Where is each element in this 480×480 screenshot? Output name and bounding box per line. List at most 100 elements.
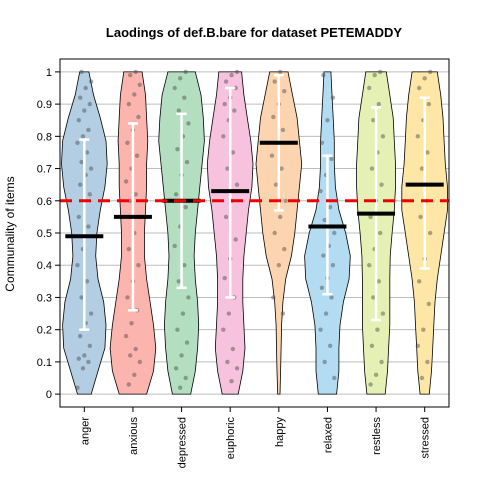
data-point bbox=[380, 311, 386, 316]
data-point bbox=[184, 340, 190, 345]
data-point bbox=[87, 101, 92, 107]
data-point bbox=[88, 79, 94, 84]
data-point bbox=[372, 72, 377, 78]
data-point bbox=[330, 263, 336, 268]
data-point bbox=[330, 95, 336, 100]
data-point bbox=[321, 72, 326, 78]
data-point bbox=[125, 295, 130, 300]
data-point bbox=[369, 166, 375, 171]
data-point bbox=[127, 353, 133, 358]
data-point bbox=[183, 69, 188, 75]
data-point bbox=[322, 359, 327, 365]
data-point bbox=[126, 382, 132, 387]
data-point bbox=[79, 159, 84, 165]
data-point bbox=[84, 150, 90, 155]
data-point bbox=[329, 156, 334, 162]
data-point bbox=[134, 153, 140, 158]
data-point bbox=[427, 230, 433, 236]
data-point bbox=[75, 263, 80, 268]
data-point bbox=[377, 230, 383, 236]
data-point bbox=[422, 76, 427, 81]
y-tick-label: 0.8 bbox=[37, 131, 52, 143]
data-point bbox=[177, 76, 183, 81]
data-point bbox=[87, 192, 92, 197]
data-point bbox=[123, 333, 129, 339]
data-point bbox=[223, 214, 229, 220]
data-point bbox=[280, 127, 286, 133]
data-point bbox=[425, 359, 430, 365]
data-point bbox=[332, 230, 337, 236]
data-point bbox=[234, 366, 240, 371]
data-point bbox=[276, 263, 282, 268]
data-point bbox=[332, 375, 337, 381]
data-point bbox=[137, 82, 142, 87]
data-point bbox=[318, 327, 323, 332]
data-point bbox=[376, 101, 382, 107]
data-point bbox=[129, 321, 134, 326]
data-point bbox=[418, 214, 423, 220]
y-tick-label: 0.3 bbox=[37, 292, 52, 304]
data-point bbox=[127, 198, 133, 203]
y-tick-label: 1 bbox=[46, 67, 52, 79]
x-tick-label: happy bbox=[274, 417, 286, 447]
data-point bbox=[223, 79, 229, 84]
data-point bbox=[279, 166, 284, 171]
x-tick-label: euphoric bbox=[225, 417, 237, 460]
data-point bbox=[133, 69, 138, 75]
data-point bbox=[183, 205, 188, 210]
x-tick-label: restless bbox=[371, 417, 383, 455]
data-point bbox=[225, 359, 230, 365]
data-point bbox=[327, 205, 333, 210]
y-tick-label: 0.5 bbox=[37, 228, 52, 240]
data-point bbox=[172, 243, 177, 249]
data-point bbox=[282, 89, 287, 94]
y-tick-label: 0.4 bbox=[37, 260, 52, 272]
data-point bbox=[379, 182, 384, 187]
data-point bbox=[368, 382, 373, 387]
data-point bbox=[137, 359, 142, 365]
data-point bbox=[380, 134, 386, 139]
data-point bbox=[225, 166, 230, 171]
data-point bbox=[180, 311, 186, 316]
data-point bbox=[322, 217, 327, 223]
data-point bbox=[426, 101, 432, 107]
data-point bbox=[77, 182, 83, 187]
data-point bbox=[229, 72, 234, 78]
data-point bbox=[182, 263, 187, 268]
data-point bbox=[173, 192, 179, 197]
data-point bbox=[321, 253, 326, 258]
data-point bbox=[229, 379, 234, 384]
data-point bbox=[83, 85, 88, 91]
data-point bbox=[415, 343, 421, 348]
data-point bbox=[136, 114, 141, 120]
data-point bbox=[182, 95, 187, 100]
data-point bbox=[417, 85, 422, 91]
data-point bbox=[76, 356, 82, 361]
data-point bbox=[176, 108, 182, 113]
data-point bbox=[77, 333, 83, 339]
data-point bbox=[376, 279, 382, 284]
data-point bbox=[176, 279, 182, 284]
data-point bbox=[221, 327, 226, 332]
data-point bbox=[271, 295, 276, 300]
data-point bbox=[77, 95, 83, 100]
data-point bbox=[79, 295, 84, 300]
data-point bbox=[377, 69, 383, 75]
data-point bbox=[371, 295, 376, 300]
data-point bbox=[75, 140, 80, 145]
data-point bbox=[234, 69, 240, 75]
data-point bbox=[82, 353, 87, 358]
data-point bbox=[75, 385, 80, 390]
data-point bbox=[136, 263, 141, 268]
data-point bbox=[319, 140, 325, 145]
data-point bbox=[179, 353, 184, 358]
data-point bbox=[271, 114, 276, 120]
x-tick-label: relaxed bbox=[322, 417, 334, 453]
data-point bbox=[367, 85, 372, 91]
data-point bbox=[221, 134, 226, 139]
data-point bbox=[425, 150, 430, 155]
data-point bbox=[273, 182, 279, 187]
data-point bbox=[173, 366, 179, 371]
data-point bbox=[319, 285, 325, 290]
